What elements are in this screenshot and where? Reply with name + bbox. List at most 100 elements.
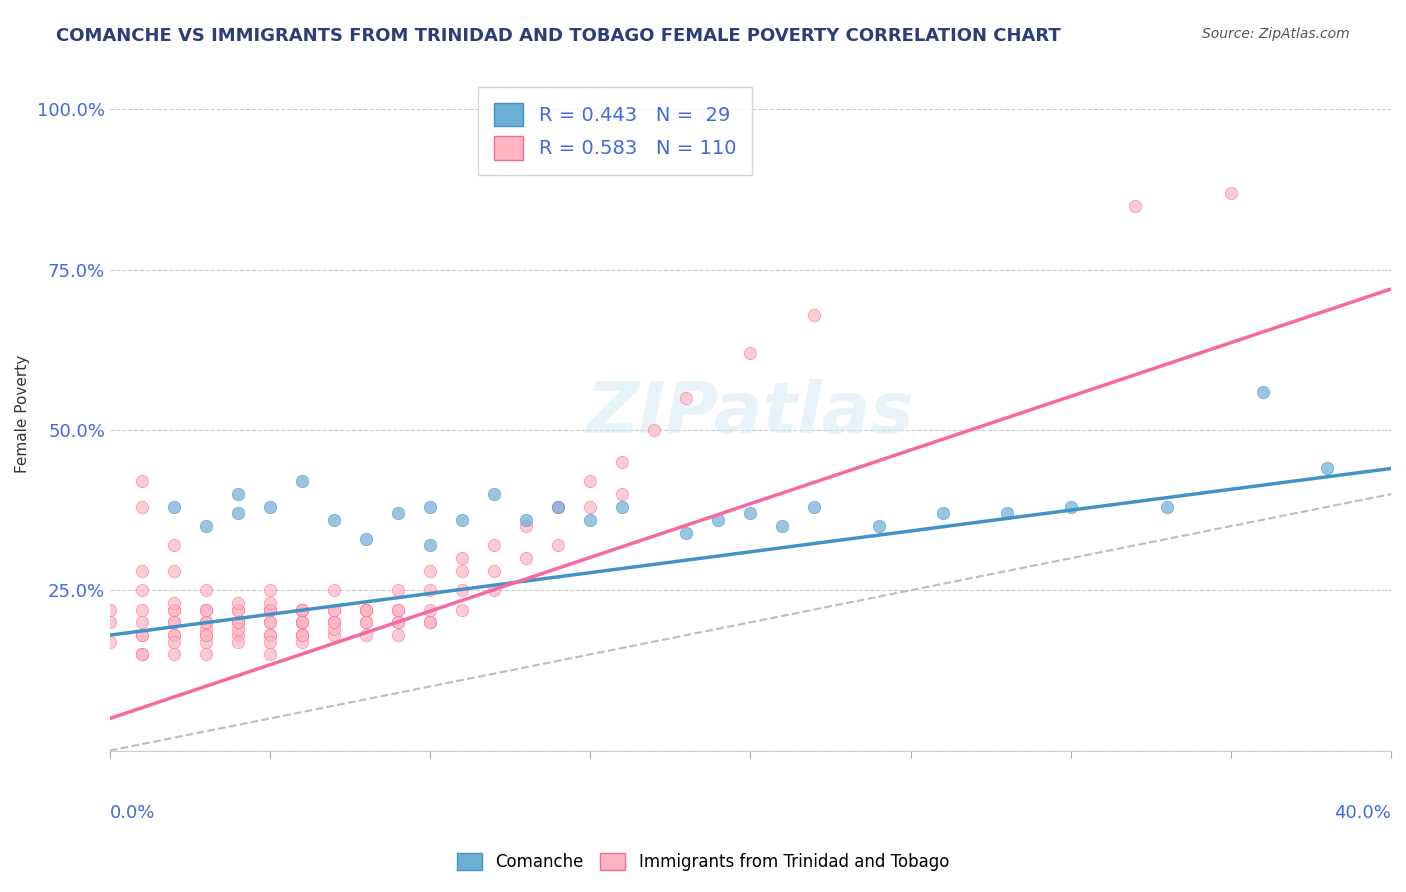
Point (323, 628, 346, 642)
Point (354, 602, 377, 616)
Point (131, 648, 153, 662)
Text: Source: ZipAtlas.com: Source: ZipAtlas.com (1202, 27, 1350, 41)
Point (419, 583, 441, 598)
Point (387, 615, 409, 630)
Point (291, 628, 314, 642)
Point (259, 648, 281, 662)
Point (194, 628, 217, 642)
Point (1219, 186, 1241, 200)
Point (1156, 500, 1178, 514)
Point (226, 602, 249, 616)
Point (579, 475, 602, 489)
Point (803, 500, 825, 514)
Point (354, 532, 377, 546)
Point (643, 423, 665, 437)
Point (131, 648, 153, 662)
Point (131, 500, 153, 514)
Point (291, 602, 314, 616)
Point (163, 648, 186, 662)
Point (419, 615, 441, 630)
Point (226, 602, 249, 616)
Text: 0.0%: 0.0% (110, 805, 155, 822)
Point (482, 538, 505, 552)
Point (547, 538, 569, 552)
Point (387, 602, 409, 616)
Point (995, 507, 1018, 521)
Point (803, 308, 825, 322)
Point (259, 628, 281, 642)
Point (482, 487, 505, 501)
Point (194, 519, 217, 533)
Point (419, 615, 441, 630)
Point (163, 538, 186, 552)
Point (194, 634, 217, 648)
Point (770, 519, 793, 533)
Point (675, 391, 697, 405)
Point (259, 602, 281, 616)
Point (259, 634, 281, 648)
Point (323, 615, 346, 630)
Point (226, 487, 249, 501)
Legend: R = 0.443   N =  29, R = 0.583   N = 110: R = 0.443 N = 29, R = 0.583 N = 110 (478, 87, 752, 176)
Point (163, 596, 186, 610)
Point (323, 622, 346, 636)
Point (291, 602, 314, 616)
Point (131, 628, 153, 642)
Point (259, 500, 281, 514)
Point (354, 602, 377, 616)
Point (163, 634, 186, 648)
Point (451, 513, 474, 527)
Point (259, 615, 281, 630)
Point (1316, 461, 1339, 475)
Point (323, 615, 346, 630)
Point (291, 602, 314, 616)
Point (163, 628, 186, 642)
Point (482, 583, 505, 598)
Point (387, 602, 409, 616)
Point (387, 507, 409, 521)
Point (451, 583, 474, 598)
Point (226, 596, 249, 610)
Point (612, 500, 634, 514)
Point (163, 564, 186, 578)
Point (259, 615, 281, 630)
Point (323, 513, 346, 527)
Point (387, 583, 409, 598)
Point (419, 500, 441, 514)
Point (323, 602, 346, 616)
Point (98, 602, 121, 616)
Point (612, 487, 634, 501)
Text: COMANCHE VS IMMIGRANTS FROM TRINIDAD AND TOBAGO FEMALE POVERTY CORRELATION CHART: COMANCHE VS IMMIGRANTS FROM TRINIDAD AND… (56, 27, 1062, 45)
Point (1123, 199, 1146, 213)
Point (354, 628, 377, 642)
Point (131, 583, 153, 598)
Point (547, 500, 569, 514)
Point (515, 551, 537, 566)
Point (226, 615, 249, 630)
Point (579, 500, 602, 514)
Point (259, 583, 281, 598)
Point (515, 519, 537, 533)
Point (131, 475, 153, 489)
Point (675, 525, 697, 540)
Point (354, 615, 377, 630)
Point (259, 602, 281, 616)
Point (323, 602, 346, 616)
Point (226, 634, 249, 648)
Point (868, 519, 890, 533)
Point (1060, 500, 1083, 514)
Point (98, 615, 121, 630)
Point (291, 475, 314, 489)
Point (259, 628, 281, 642)
Point (451, 602, 474, 616)
Point (194, 615, 217, 630)
Point (163, 602, 186, 616)
Point (98, 634, 121, 648)
Point (931, 507, 953, 521)
Point (323, 583, 346, 598)
Point (740, 507, 762, 521)
Point (707, 513, 730, 527)
Point (194, 583, 217, 598)
Point (226, 615, 249, 630)
Point (740, 346, 762, 360)
